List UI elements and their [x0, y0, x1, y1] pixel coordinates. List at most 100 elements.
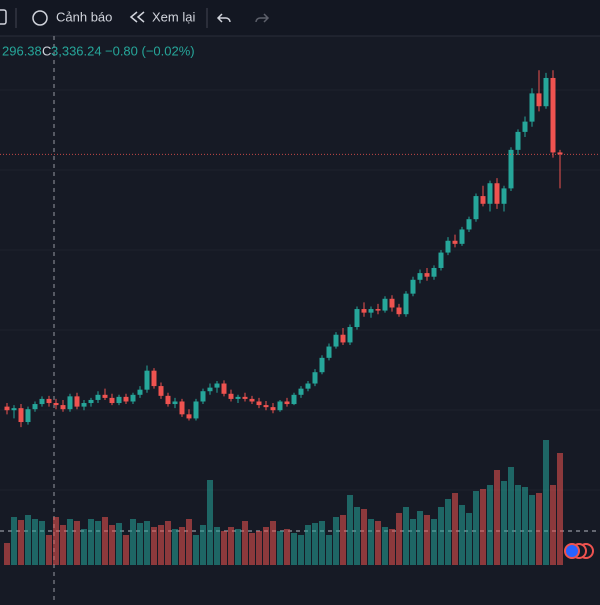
volume-bar [123, 535, 129, 565]
candle-body [326, 346, 332, 358]
candle-body [452, 240, 458, 244]
volume-bar [46, 535, 52, 565]
candle-body [459, 229, 465, 244]
candle-body [396, 307, 402, 315]
volume-bar [382, 527, 388, 565]
layout-icon[interactable] [0, 9, 7, 25]
legend-low: 296.38 [2, 43, 42, 58]
volume-bar [340, 515, 346, 565]
alert-icon [32, 10, 48, 26]
candle-body [67, 396, 73, 410]
candle-body [130, 394, 136, 402]
candle-body [32, 404, 38, 410]
candle-body [151, 370, 157, 387]
volume-bar [151, 527, 157, 565]
candle-body [312, 372, 318, 384]
volume-bar [207, 480, 213, 565]
candle-body [543, 77, 549, 107]
candle-body [424, 273, 430, 277]
candle-body [228, 393, 234, 399]
volume-bar [445, 499, 451, 565]
candle-body [354, 309, 360, 328]
candle-body [466, 219, 472, 230]
candle-body [291, 394, 297, 405]
volume-bar [543, 440, 549, 565]
candle-body [277, 401, 283, 411]
volume-bar [326, 535, 332, 565]
candle-body [172, 401, 178, 405]
volume-bar [53, 517, 59, 565]
volume-bar [550, 485, 556, 565]
candle-body [431, 267, 437, 277]
candle-body [207, 387, 213, 392]
candle-body [53, 403, 59, 406]
alert-button[interactable]: Cảnh báo [32, 9, 112, 26]
candle-body [144, 370, 150, 390]
volume-bar [249, 533, 255, 565]
candle-body [102, 394, 108, 398]
candle-body [501, 188, 507, 204]
volume-bar [431, 519, 437, 565]
candle-body [116, 396, 122, 404]
candle-body [382, 298, 388, 311]
marks [0, 70, 600, 565]
event-flags[interactable] [564, 543, 594, 559]
volume-bar [186, 519, 192, 565]
volume-bar [270, 521, 276, 565]
candle-body [18, 408, 24, 423]
volume-bar [515, 485, 521, 565]
volume-bar [102, 517, 108, 565]
volume-bar [487, 485, 493, 565]
volume-bar [305, 525, 311, 565]
candle-body [284, 401, 290, 405]
volume-bar [354, 507, 360, 565]
candle-body [242, 396, 248, 399]
volume-bar [347, 495, 353, 565]
volume-bar [228, 527, 234, 565]
replay-label: Xem lại [152, 9, 195, 24]
volume-bar [130, 519, 136, 565]
volume-bar [60, 525, 66, 565]
candle-body [81, 403, 87, 407]
candle-body [46, 398, 52, 404]
candle-body [179, 401, 185, 415]
volume-bar [4, 543, 10, 565]
candle-body [375, 309, 381, 311]
redo-icon[interactable] [255, 13, 270, 23]
candle-body [221, 383, 227, 394]
candle-body [165, 395, 171, 405]
volume-bar [396, 513, 402, 565]
undo-icon[interactable] [216, 13, 231, 23]
volume-bar [235, 529, 241, 565]
candle-body [410, 279, 416, 294]
candle-body [333, 334, 339, 347]
candle-body [4, 406, 10, 411]
volume-bar [417, 511, 423, 565]
candle-body [473, 196, 479, 220]
volume-bar [522, 487, 528, 565]
candle-body [557, 152, 563, 155]
volume-bar [424, 515, 430, 565]
candle-body [480, 196, 486, 204]
candle-body [340, 334, 346, 343]
alert-label: Cảnh báo [56, 9, 112, 24]
candle-body [88, 399, 94, 404]
replay-button[interactable]: Xem lại [129, 9, 195, 24]
volume-bar [277, 531, 283, 565]
volume-bar [319, 521, 325, 565]
candle-body [508, 149, 514, 189]
volume-bar [193, 535, 199, 565]
volume-bar [466, 513, 472, 565]
volume-bar [158, 525, 164, 565]
candle-body [487, 183, 493, 204]
candle-body [200, 391, 206, 402]
volume-bar [501, 481, 507, 565]
candle-body [25, 409, 31, 423]
candle-body [214, 383, 220, 388]
volume-bar [557, 453, 563, 565]
volume-bar [81, 529, 87, 565]
candle-body [536, 93, 542, 107]
volume-bar [214, 527, 220, 565]
